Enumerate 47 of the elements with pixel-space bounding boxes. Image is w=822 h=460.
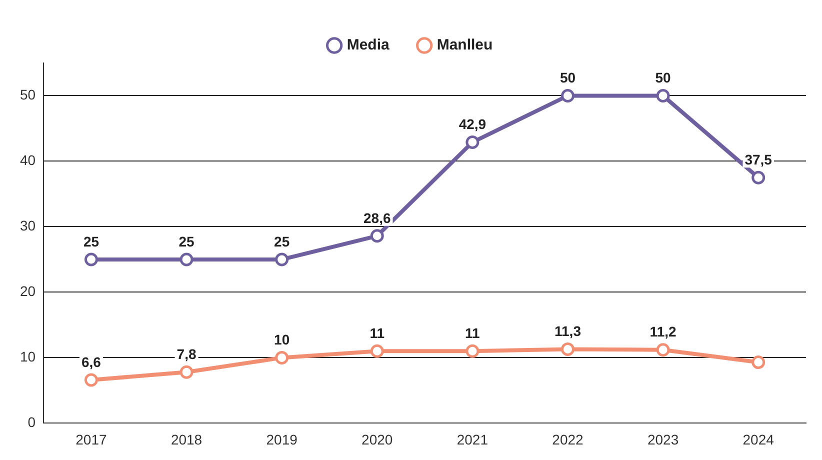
point — [656, 343, 670, 357]
y-tick-label: 20 — [20, 283, 36, 300]
point — [275, 252, 289, 266]
point — [84, 373, 98, 387]
data-label: 42,9 — [458, 116, 486, 132]
x-tick-label: 2019 — [266, 431, 298, 448]
point — [180, 252, 194, 266]
data-label: 6,6 — [81, 354, 102, 370]
legend-label: Media — [346, 36, 390, 54]
data-label: 11 — [370, 325, 385, 342]
x-tick-label: 2022 — [552, 431, 584, 448]
data-label: 28,6 — [364, 210, 391, 226]
point — [466, 344, 480, 358]
data-label: 11,3 — [554, 323, 582, 340]
point — [752, 356, 766, 370]
y-tick-label: 0 — [28, 414, 36, 430]
x-tick-label: 2017 — [76, 431, 108, 448]
point — [752, 170, 766, 184]
point — [370, 344, 384, 358]
point — [275, 350, 289, 364]
data-label: 25 — [83, 233, 100, 250]
x-tick-label: 2023 — [647, 431, 679, 448]
point — [560, 342, 574, 356]
data-label: 37,5 — [744, 151, 772, 168]
point — [84, 252, 98, 266]
point — [656, 88, 670, 102]
point — [370, 229, 384, 243]
legend-label: Manlleu — [436, 36, 493, 54]
point — [180, 365, 194, 379]
point — [560, 88, 574, 102]
point — [466, 135, 480, 149]
y-tick-label: 50 — [20, 86, 36, 103]
data-label: 10 — [274, 332, 290, 348]
x-tick-label: 2020 — [362, 431, 393, 448]
data-label: 25 — [274, 233, 290, 250]
data-label: 11,2 — [650, 324, 676, 340]
x-tick-label: 2018 — [170, 431, 202, 448]
data-label: 50 — [560, 70, 576, 86]
data-label: 25 — [178, 233, 195, 250]
x-tick-label: 2024 — [742, 431, 774, 448]
x-tick-label: 2021 — [456, 431, 488, 448]
y-tick-label: 10 — [20, 348, 36, 365]
y-tick-label: 30 — [20, 218, 36, 234]
data-label: 11 — [465, 325, 480, 342]
data-label: 50 — [655, 70, 672, 86]
data-label: 7,8 — [176, 346, 196, 362]
y-tick-label: 40 — [20, 152, 36, 168]
